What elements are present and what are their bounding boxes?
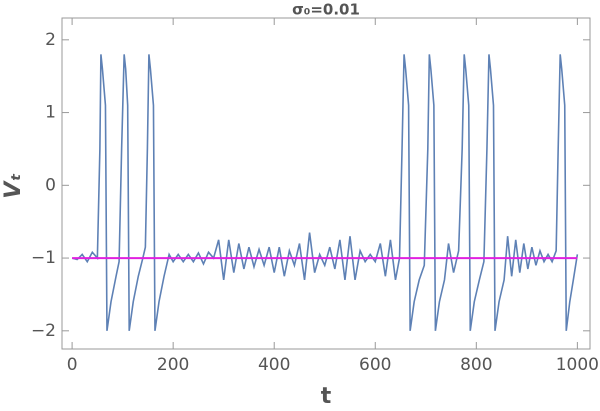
x-tick-label: 600 bbox=[359, 355, 391, 375]
x-tick-label: 1000 bbox=[556, 355, 599, 375]
y-tick-label: −1 bbox=[31, 248, 56, 268]
x-tick-label: 0 bbox=[67, 355, 78, 375]
x-axis-label: t bbox=[321, 384, 332, 409]
y-axis-label: Vₜ bbox=[1, 173, 26, 199]
series-line bbox=[71, 54, 579, 331]
y-tick-label: 0 bbox=[45, 175, 56, 195]
x-tick-label: 200 bbox=[157, 355, 189, 375]
y-tick-label: 1 bbox=[45, 103, 56, 123]
y-tick-label: −2 bbox=[31, 321, 56, 341]
x-tick-label: 800 bbox=[460, 355, 492, 375]
x-tick-label: 400 bbox=[258, 355, 290, 375]
chart-title: σ₀=0.01 bbox=[292, 1, 360, 19]
y-tick-label: 2 bbox=[45, 30, 56, 50]
plot-frame bbox=[61, 17, 591, 350]
